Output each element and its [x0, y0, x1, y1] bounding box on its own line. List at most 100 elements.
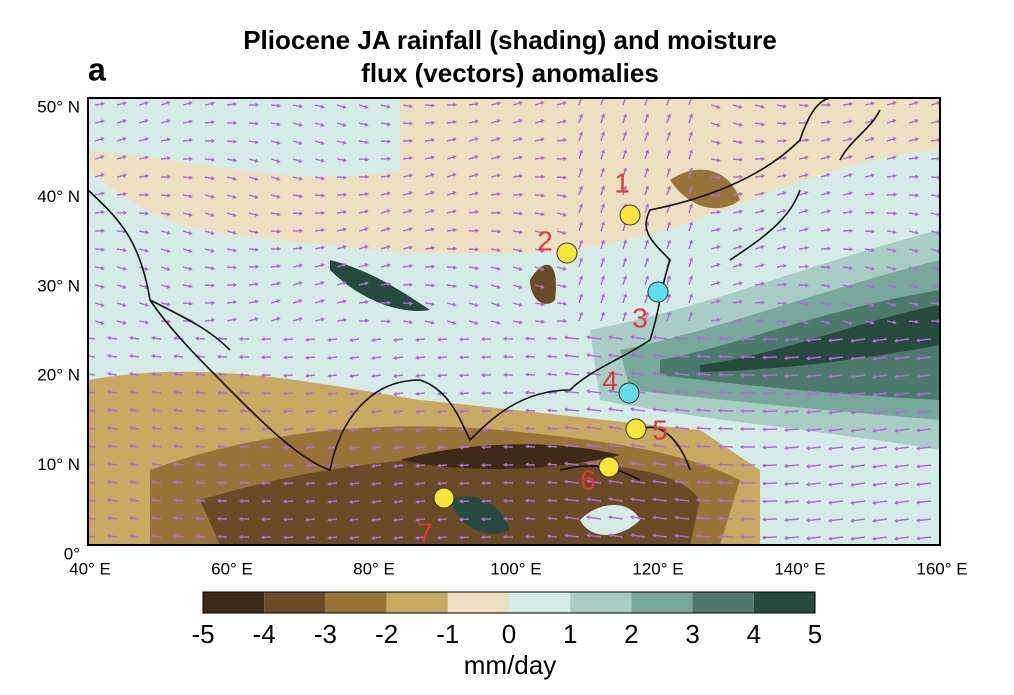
flux-vector-head — [870, 303, 875, 307]
flux-vector-head — [915, 174, 920, 179]
flux-vector-head — [716, 104, 721, 109]
flux-vector-head — [601, 293, 606, 298]
flux-vector-head — [716, 263, 721, 267]
flux-vector-head — [320, 228, 326, 233]
flux-vector-head — [238, 516, 243, 522]
flux-vector-head — [667, 113, 672, 118]
flux-vector — [600, 186, 605, 196]
flux-vector-head — [232, 212, 237, 217]
flux-vector-head — [502, 462, 507, 467]
flux-vector-head — [804, 138, 810, 143]
flux-vector — [534, 157, 545, 160]
flux-vector — [116, 230, 127, 233]
flux-vector-head — [623, 185, 628, 190]
flux-vector-head — [304, 517, 310, 522]
flux-vector-head — [827, 536, 833, 541]
flux-vector — [402, 264, 413, 268]
flux-vector-head — [716, 299, 721, 304]
flux-vector-head — [651, 497, 657, 502]
flux-vector — [556, 194, 566, 198]
flux-vector-head — [870, 248, 876, 253]
flux-vector-head — [629, 497, 635, 502]
flux-vector-head — [914, 302, 919, 307]
flux-vector-head — [717, 444, 722, 449]
site-label: 1 — [614, 167, 630, 198]
flux-vector — [666, 240, 671, 250]
flux-vector-head — [805, 392, 811, 397]
flux-vector — [864, 266, 874, 270]
flux-vector — [88, 373, 96, 376]
flux-vector — [784, 410, 800, 413]
flux-vector-head — [172, 354, 178, 359]
flux-vector — [895, 338, 910, 342]
flux-vector — [116, 284, 126, 289]
flux-vector — [490, 174, 500, 178]
flux-vector-head — [430, 191, 435, 195]
flux-vector — [490, 284, 500, 289]
flux-vector — [622, 150, 627, 160]
flux-vector-head — [761, 156, 766, 161]
flux-vector-head — [194, 498, 199, 503]
flux-vector — [886, 302, 896, 307]
flux-vector-head — [255, 264, 260, 269]
flux-vector-head — [651, 515, 657, 520]
flux-vector-head — [585, 407, 591, 412]
flux-vector — [336, 122, 346, 127]
flux-vector-head — [106, 389, 112, 395]
flux-vector-head — [562, 284, 567, 289]
flux-vector-head — [826, 120, 832, 125]
flux-vector-head — [608, 443, 613, 448]
flux-vector-head — [783, 409, 788, 414]
flux-vector-head — [326, 337, 332, 342]
flux-vector — [762, 464, 778, 467]
site-marker — [433, 487, 455, 509]
flux-vector-head — [783, 138, 788, 143]
flux-vector-head — [716, 317, 722, 322]
flux-vector-head — [320, 317, 325, 322]
flux-vector — [762, 446, 778, 449]
flux-vector-head — [651, 479, 657, 484]
flux-vector — [851, 428, 866, 432]
flux-vector-head — [893, 518, 899, 523]
flux-vector-head — [870, 173, 875, 178]
flux-vector — [895, 392, 910, 396]
flux-vector — [622, 240, 627, 250]
flux-vector-head — [128, 407, 134, 413]
flux-vector-head — [546, 444, 552, 449]
flux-vector-head — [502, 444, 507, 449]
flux-vector-head — [585, 425, 591, 430]
flux-vector-head — [232, 176, 237, 181]
flux-vector-head — [739, 408, 744, 414]
flux-vector — [895, 410, 910, 414]
flux-vector-head — [496, 137, 501, 141]
flux-vector-head — [188, 301, 194, 306]
flux-vector — [446, 302, 456, 306]
flux-vector — [468, 248, 479, 251]
flux-vector — [160, 212, 170, 216]
flux-vector-head — [430, 302, 436, 307]
flux-vector — [908, 284, 918, 289]
flux-vector-head — [414, 535, 420, 540]
flux-vector-head — [436, 445, 442, 450]
flux-vector — [609, 426, 624, 430]
flux-vector — [622, 186, 627, 196]
flux-vector-head — [320, 245, 325, 250]
flux-vector-head — [645, 311, 650, 316]
flux-vector-head — [408, 320, 414, 325]
flux-vector-head — [480, 391, 485, 396]
flux-vector — [666, 222, 671, 232]
flux-vector — [798, 156, 808, 160]
flux-vector — [116, 174, 126, 178]
flux-vector-head — [695, 408, 700, 413]
flux-vector-head — [524, 354, 529, 359]
flux-vector-head — [585, 371, 591, 376]
flux-vector-head — [480, 355, 485, 360]
flux-vector-head — [695, 444, 700, 449]
flux-vector — [415, 428, 426, 431]
flux-vector-head — [364, 227, 369, 232]
flux-vector-head — [436, 517, 442, 522]
flux-vector — [653, 480, 668, 484]
flux-vector — [908, 320, 919, 323]
flux-vector-head — [645, 239, 650, 244]
flux-vector — [631, 534, 646, 538]
